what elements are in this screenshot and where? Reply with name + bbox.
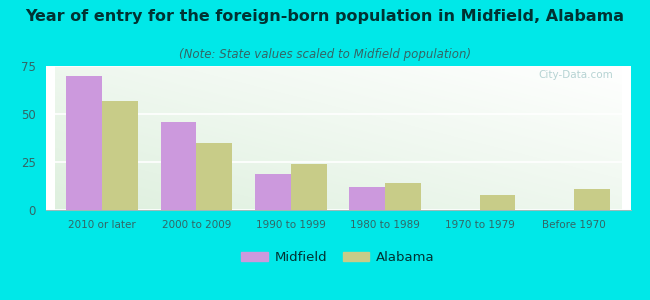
Bar	[102, 100, 138, 210]
Bar	[349, 187, 385, 210]
Bar	[385, 183, 421, 210]
Bar	[196, 143, 232, 210]
Bar	[574, 189, 610, 210]
Bar	[255, 173, 291, 210]
Text: City-Data.com: City-Data.com	[538, 70, 613, 80]
Bar	[66, 76, 102, 210]
Legend: Midfield, Alabama: Midfield, Alabama	[236, 246, 440, 270]
Bar	[161, 122, 196, 210]
Bar	[480, 195, 515, 210]
Text: (Note: State values scaled to Midfield population): (Note: State values scaled to Midfield p…	[179, 48, 471, 61]
Text: Year of entry for the foreign-born population in Midfield, Alabama: Year of entry for the foreign-born popul…	[25, 9, 625, 24]
Bar	[291, 164, 327, 210]
